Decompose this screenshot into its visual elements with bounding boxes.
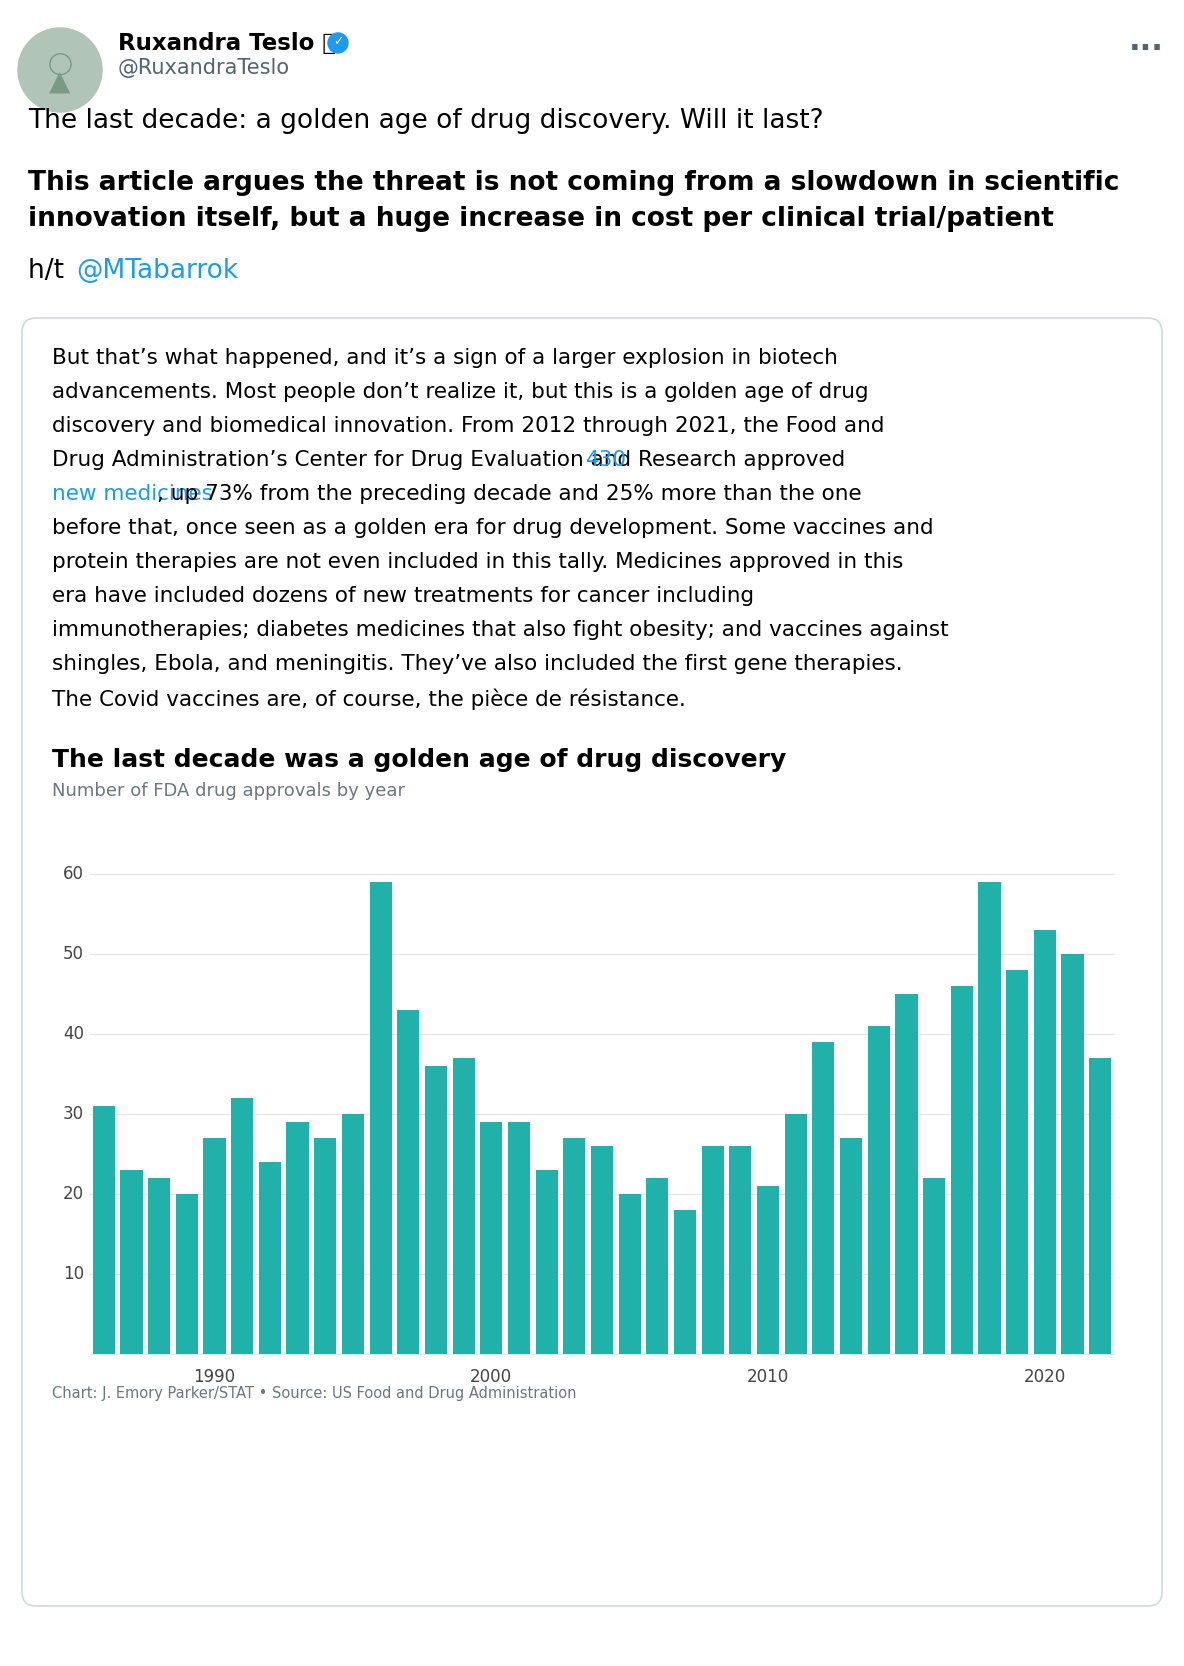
Text: immunotherapies; diabetes medicines that also fight obesity; and vaccines agains: immunotherapies; diabetes medicines that… xyxy=(52,620,948,640)
Text: The last decade was a golden age of drug discovery: The last decade was a golden age of drug… xyxy=(52,748,786,771)
Text: protein therapies are not even included in this tally. Medicines approved in thi: protein therapies are not even included … xyxy=(52,551,903,571)
Bar xyxy=(729,1146,752,1354)
Text: 2020: 2020 xyxy=(1024,1368,1066,1386)
Text: innovation itself, but a huge increase in cost per clinical trial/patient: innovation itself, but a huge increase i… xyxy=(28,207,1054,232)
Text: 50: 50 xyxy=(63,945,84,963)
Text: era have included dozens of new treatments for cancer including: era have included dozens of new treatmen… xyxy=(52,586,754,606)
Bar xyxy=(564,1138,585,1354)
Bar xyxy=(1061,955,1083,1354)
Bar xyxy=(785,1115,806,1354)
Text: ▲: ▲ xyxy=(50,68,71,97)
Bar xyxy=(1089,1058,1112,1354)
Bar xyxy=(342,1115,363,1354)
Text: @RuxandraTeslo: @RuxandraTeslo xyxy=(118,58,290,78)
Bar xyxy=(1034,930,1056,1354)
Text: 2010: 2010 xyxy=(747,1368,790,1386)
Text: ✓: ✓ xyxy=(333,35,343,48)
Bar xyxy=(674,1210,696,1354)
Text: 60: 60 xyxy=(63,865,84,883)
Bar xyxy=(951,986,973,1354)
Bar xyxy=(452,1058,475,1354)
Bar xyxy=(895,995,918,1354)
Bar xyxy=(231,1098,253,1354)
Bar xyxy=(646,1178,669,1354)
Text: before that, once seen as a golden era for drug development. Some vaccines and: before that, once seen as a golden era f… xyxy=(52,518,934,538)
Bar xyxy=(397,1010,419,1354)
Text: 430: 430 xyxy=(586,450,626,470)
Text: ◯: ◯ xyxy=(47,53,72,75)
Text: advancements. Most people don’t realize it, but this is a golden age of drug: advancements. Most people don’t realize … xyxy=(52,382,869,402)
Text: 1990: 1990 xyxy=(193,1368,236,1386)
Bar xyxy=(369,881,392,1354)
Circle shape xyxy=(18,28,102,112)
Text: The last decade: a golden age of drug discovery. Will it last?: The last decade: a golden age of drug di… xyxy=(28,108,824,133)
Bar xyxy=(535,1170,558,1354)
Bar xyxy=(204,1138,226,1354)
Text: , up 73% from the preceding decade and 25% more than the one: , up 73% from the preceding decade and 2… xyxy=(156,485,862,505)
Bar xyxy=(702,1146,723,1354)
Text: 30: 30 xyxy=(63,1105,84,1123)
Text: But that’s what happened, and it’s a sign of a larger explosion in biotech: But that’s what happened, and it’s a sig… xyxy=(52,348,838,368)
Text: Ruxandra Teslo 🦬: Ruxandra Teslo 🦬 xyxy=(118,32,336,55)
Bar xyxy=(314,1138,336,1354)
Bar xyxy=(148,1178,170,1354)
Text: shingles, Ebola, and meningitis. They’ve also included the first gene therapies.: shingles, Ebola, and meningitis. They’ve… xyxy=(52,655,902,675)
Bar xyxy=(175,1195,198,1354)
Text: 2000: 2000 xyxy=(470,1368,513,1386)
Bar xyxy=(757,1186,779,1354)
Bar xyxy=(481,1121,502,1354)
Text: Chart: J. Emory Parker/STAT • Source: US Food and Drug Administration: Chart: J. Emory Parker/STAT • Source: US… xyxy=(52,1386,577,1401)
Bar xyxy=(259,1161,281,1354)
Text: 10: 10 xyxy=(63,1264,84,1283)
Bar xyxy=(508,1121,530,1354)
Bar xyxy=(287,1121,309,1354)
Bar xyxy=(978,881,1000,1354)
Text: The Covid vaccines are, of course, the pièce de résistance.: The Covid vaccines are, of course, the p… xyxy=(52,688,686,710)
Bar xyxy=(618,1195,641,1354)
Text: 40: 40 xyxy=(63,1025,84,1043)
Bar xyxy=(868,1026,890,1354)
Text: 20: 20 xyxy=(63,1185,84,1203)
Circle shape xyxy=(328,33,348,53)
Text: h/t: h/t xyxy=(28,258,72,283)
Text: @MTabarrok: @MTabarrok xyxy=(76,258,238,283)
FancyBboxPatch shape xyxy=(22,318,1162,1606)
Bar xyxy=(1006,970,1028,1354)
Bar xyxy=(591,1146,613,1354)
Text: ···: ··· xyxy=(1128,35,1164,63)
Bar xyxy=(121,1170,142,1354)
Text: discovery and biomedical innovation. From 2012 through 2021, the Food and: discovery and biomedical innovation. Fro… xyxy=(52,416,884,436)
Bar xyxy=(839,1138,862,1354)
Bar xyxy=(812,1041,835,1354)
Bar xyxy=(92,1106,115,1354)
Text: Number of FDA drug approvals by year: Number of FDA drug approvals by year xyxy=(52,781,405,800)
Text: new medicines: new medicines xyxy=(52,485,213,505)
Bar xyxy=(924,1178,945,1354)
Bar xyxy=(425,1066,448,1354)
Text: Drug Administration’s Center for Drug Evaluation and Research approved: Drug Administration’s Center for Drug Ev… xyxy=(52,450,852,470)
Text: This article argues the threat is not coming from a slowdown in scientific: This article argues the threat is not co… xyxy=(28,170,1119,197)
